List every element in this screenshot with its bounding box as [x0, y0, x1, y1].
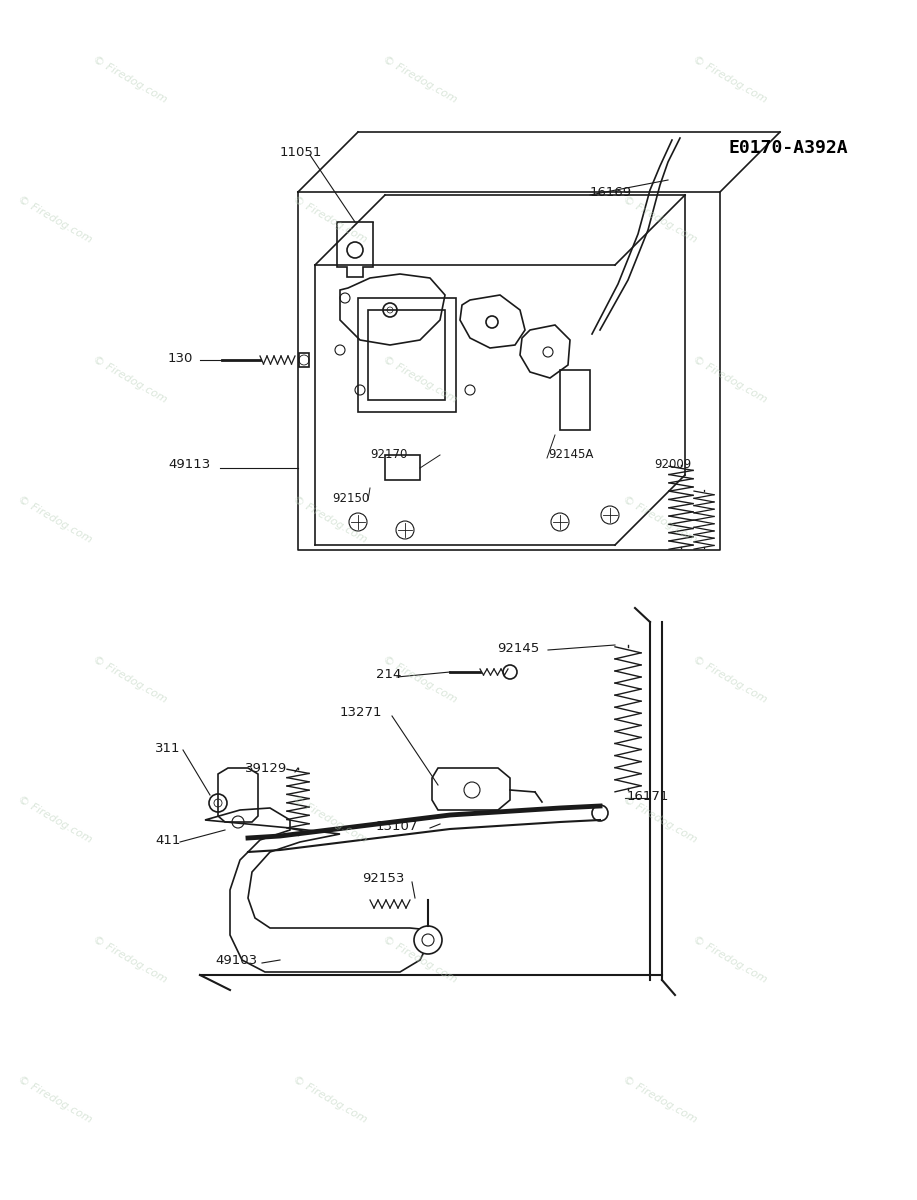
Text: © Firedog.com: © Firedog.com	[621, 794, 699, 845]
Text: © Firedog.com: © Firedog.com	[381, 55, 458, 106]
Text: 92145: 92145	[497, 642, 539, 654]
Text: © Firedog.com: © Firedog.com	[292, 194, 369, 245]
Text: © Firedog.com: © Firedog.com	[381, 355, 458, 406]
Text: 16169: 16169	[590, 186, 632, 198]
Text: © Firedog.com: © Firedog.com	[91, 55, 169, 106]
Text: 13107: 13107	[376, 820, 418, 833]
Text: 11051: 11051	[280, 145, 323, 158]
Text: © Firedog.com: © Firedog.com	[381, 655, 458, 706]
Text: 13271: 13271	[340, 706, 382, 719]
Text: 411: 411	[155, 834, 181, 846]
Text: © Firedog.com: © Firedog.com	[691, 355, 768, 406]
Text: 214: 214	[376, 668, 402, 682]
Circle shape	[592, 805, 608, 821]
Text: 92170: 92170	[370, 449, 407, 462]
Text: 130: 130	[168, 352, 193, 365]
Text: © Firedog.com: © Firedog.com	[691, 655, 768, 706]
Text: 92150: 92150	[332, 492, 370, 504]
Text: © Firedog.com: © Firedog.com	[17, 1075, 94, 1126]
Text: © Firedog.com: © Firedog.com	[91, 935, 169, 985]
Text: © Firedog.com: © Firedog.com	[691, 55, 768, 106]
Text: © Firedog.com: © Firedog.com	[91, 655, 169, 706]
Text: 92009: 92009	[654, 458, 691, 472]
Text: 49113: 49113	[168, 458, 210, 472]
Text: 49103: 49103	[215, 954, 257, 966]
Text: 16171: 16171	[627, 790, 669, 803]
Text: 39129: 39129	[245, 762, 287, 774]
Text: © Firedog.com: © Firedog.com	[691, 935, 768, 985]
Text: © Firedog.com: © Firedog.com	[292, 1075, 369, 1126]
Text: © Firedog.com: © Firedog.com	[292, 494, 369, 545]
Text: 92145A: 92145A	[548, 449, 593, 462]
Text: © Firedog.com: © Firedog.com	[17, 794, 94, 845]
Text: © Firedog.com: © Firedog.com	[621, 494, 699, 545]
Text: © Firedog.com: © Firedog.com	[91, 355, 169, 406]
Text: © Firedog.com: © Firedog.com	[381, 935, 458, 985]
Bar	[299, 353, 309, 367]
Text: © Firedog.com: © Firedog.com	[621, 194, 699, 245]
Text: E0170-A392A: E0170-A392A	[728, 139, 848, 157]
Text: © Firedog.com: © Firedog.com	[17, 194, 94, 245]
Text: 311: 311	[155, 742, 181, 755]
Text: © Firedog.com: © Firedog.com	[292, 794, 369, 845]
Text: 92153: 92153	[362, 871, 404, 884]
Circle shape	[414, 926, 442, 954]
Text: © Firedog.com: © Firedog.com	[17, 494, 94, 545]
Text: © Firedog.com: © Firedog.com	[621, 1075, 699, 1126]
